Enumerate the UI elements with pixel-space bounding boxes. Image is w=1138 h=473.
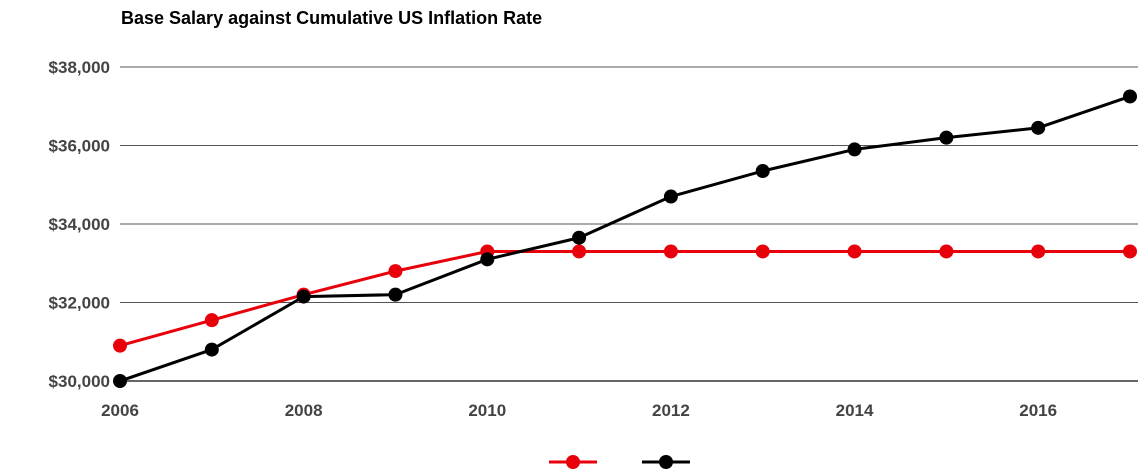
y-tick-label: $32,000 xyxy=(49,294,110,313)
y-tick-label: $30,000 xyxy=(49,372,110,391)
data-point xyxy=(296,289,311,304)
y-tick-label: $38,000 xyxy=(49,58,110,77)
data-point xyxy=(1123,89,1137,104)
data-point xyxy=(1031,244,1046,259)
x-tick-label: 2006 xyxy=(101,401,139,420)
series-line xyxy=(119,95,1131,383)
data-point xyxy=(204,313,219,328)
y-tick-label: $36,000 xyxy=(49,137,110,156)
data-point xyxy=(388,264,403,279)
data-point xyxy=(113,338,127,353)
data-point xyxy=(939,244,954,259)
x-tick-label: 2012 xyxy=(652,401,690,420)
data-point xyxy=(1123,244,1137,259)
y-axis-ticks: $30,000 $32,000 $34,000 $36,000 $38,000 xyxy=(49,58,110,391)
x-tick-label: 2010 xyxy=(468,401,506,420)
data-point xyxy=(1031,120,1046,135)
gridlines xyxy=(120,66,1138,382)
data-point xyxy=(847,244,862,259)
data-point xyxy=(388,287,403,302)
data-point xyxy=(847,142,862,157)
series-group xyxy=(113,89,1137,388)
legend-marker xyxy=(566,455,580,469)
series-1 xyxy=(113,244,1137,353)
data-point xyxy=(572,244,587,259)
data-point xyxy=(939,130,954,145)
legend-item-2 xyxy=(642,455,690,469)
data-point xyxy=(113,374,127,388)
data-point xyxy=(755,244,770,259)
y-tick-label: $34,000 xyxy=(49,215,110,234)
x-axis-ticks: 2006 2008 2010 2012 2014 2016 xyxy=(101,401,1057,420)
data-point xyxy=(663,189,678,204)
data-point xyxy=(572,230,587,245)
data-point xyxy=(663,244,678,259)
x-tick-label: 2008 xyxy=(285,401,323,420)
legend-marker xyxy=(659,455,673,469)
series-2 xyxy=(113,89,1137,388)
x-tick-label: 2014 xyxy=(836,401,874,420)
data-point xyxy=(480,252,495,267)
series-line xyxy=(119,249,1130,348)
data-point xyxy=(755,164,770,179)
legend xyxy=(549,455,690,469)
legend-item-1 xyxy=(549,455,597,469)
chart-title: Base Salary against Cumulative US Inflat… xyxy=(121,8,543,28)
x-tick-label: 2016 xyxy=(1019,401,1057,420)
data-point xyxy=(204,342,219,357)
